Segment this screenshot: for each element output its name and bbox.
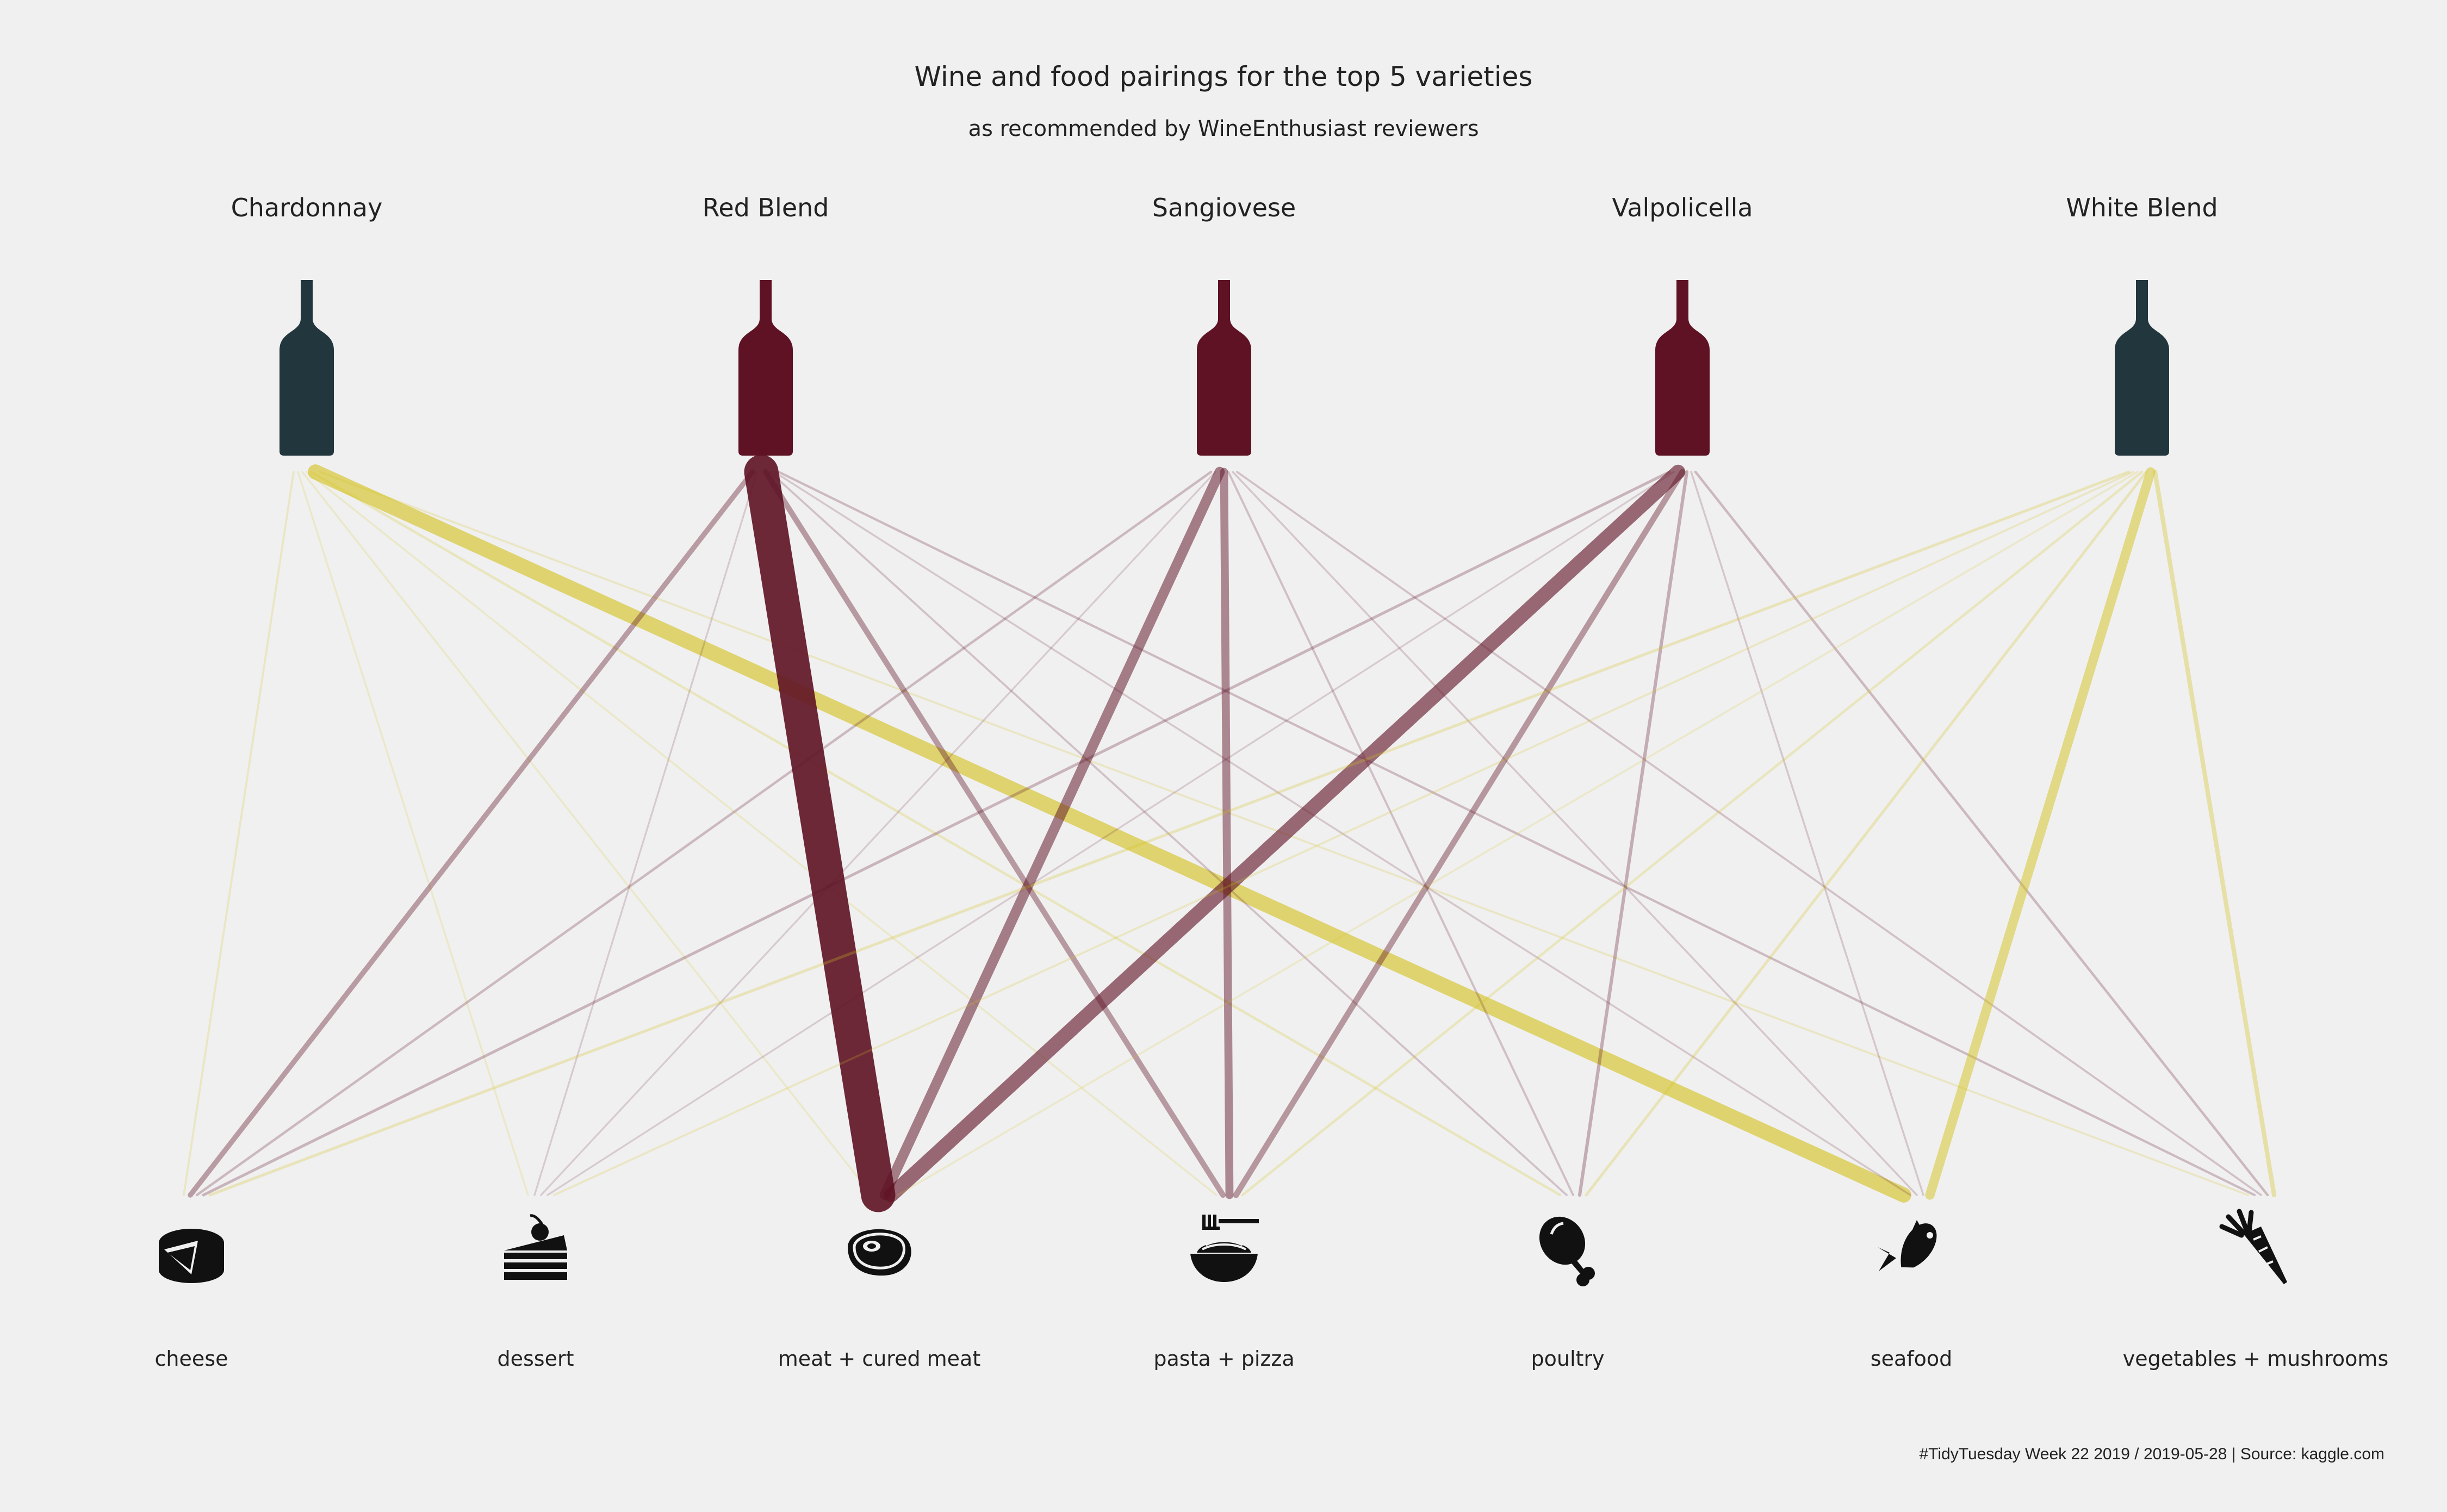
food-label-pasta-pizza: pasta + pizza xyxy=(1153,1347,1294,1371)
link-chardonnay-to-cheese xyxy=(183,471,295,1196)
link-sangiovese-to-dessert xyxy=(540,471,1216,1196)
link-chardonnay-to-poultry xyxy=(309,470,1562,1197)
food-labels: cheese dessert meat + cured meat pasta + pi… xyxy=(155,1347,2389,1371)
link-red-blend-to-seafood xyxy=(773,471,1911,1196)
link-red-blend-to-poultry xyxy=(769,471,1568,1196)
link-chardonnay-to-meat-cured-meat xyxy=(301,471,873,1196)
link-red-blend-to-dessert xyxy=(533,471,758,1196)
wine-label-white-blend: White Blend xyxy=(2066,193,2218,222)
wine-bottle-icon xyxy=(738,280,793,456)
link-valpolicella-to-dessert xyxy=(546,471,1675,1196)
cheese-icon xyxy=(159,1229,224,1283)
link-sangiovese-to-seafood xyxy=(1232,471,1918,1196)
wine-label-valpolicella: Valpolicella xyxy=(1612,193,1753,222)
link-sangiovese-to-pasta-pizza xyxy=(1220,468,1234,1199)
wine-label-chardonnay: Chardonnay xyxy=(231,193,383,222)
wine-label-red-blend: Red Blend xyxy=(702,193,829,222)
cake-icon xyxy=(504,1214,567,1280)
link-red-blend-to-meat-cured-meat xyxy=(744,455,896,1212)
drumstick-icon xyxy=(1539,1216,1595,1286)
food-label-dessert: dessert xyxy=(498,1347,574,1371)
link-sangiovese-to-poultry xyxy=(1227,471,1574,1196)
link-valpolicella-to-cheese xyxy=(202,470,1671,1197)
wine-labels: Chardonnay Red Blend Sangiovese Valpolicell… xyxy=(231,193,2218,222)
chart-subtitle: as recommended by WineEnthusiast reviewe… xyxy=(968,116,1479,141)
fish-icon xyxy=(1878,1220,1937,1271)
food-label-vegetables-mushrooms: vegetables + mushrooms xyxy=(2123,1347,2389,1371)
link-valpolicella-to-pasta-pizza xyxy=(1233,469,1686,1198)
food-label-cheese: cheese xyxy=(155,1347,228,1371)
link-chardonnay-to-pasta-pizza xyxy=(306,471,1218,1196)
food-label-poultry: poultry xyxy=(1531,1347,1604,1371)
food-icons xyxy=(159,1209,2287,1286)
link-white-blend-to-pasta-pizza xyxy=(1241,470,2144,1197)
link-valpolicella-to-vegetables-mushrooms xyxy=(1694,470,2269,1197)
steak-icon xyxy=(848,1229,911,1276)
link-valpolicella-to-poultry xyxy=(1577,470,1689,1197)
wine-label-sangiovese: Sangiovese xyxy=(1152,193,1296,222)
carrot-icon xyxy=(2219,1209,2287,1284)
link-red-blend-to-vegetables-mushrooms xyxy=(777,470,2256,1197)
link-white-blend-to-poultry xyxy=(1585,470,2148,1197)
wine-bottle-icon xyxy=(1655,280,1710,456)
chart-caption: #TidyTuesday Week 22 2019 / 2019-05-28 |… xyxy=(1919,1445,2384,1463)
pasta-bowl-icon xyxy=(1190,1215,1259,1282)
link-white-blend-to-vegetables-mushrooms xyxy=(2152,469,2277,1198)
link-sangiovese-to-vegetables-mushrooms xyxy=(1236,471,2262,1196)
wine-bottles xyxy=(280,280,2169,456)
link-chardonnay-to-dessert xyxy=(297,471,529,1196)
link-white-blend-to-cheese xyxy=(208,470,2131,1197)
pairing-links xyxy=(183,455,2277,1212)
link-sangiovese-to-meat-cured-meat xyxy=(879,466,1225,1200)
link-white-blend-to-seafood xyxy=(1925,467,2156,1200)
wine-bottle-icon xyxy=(2115,280,2169,456)
wine-bottle-icon xyxy=(280,280,334,456)
link-chardonnay-to-seafood xyxy=(308,464,1911,1203)
link-white-blend-to-dessert xyxy=(553,471,2134,1196)
link-red-blend-to-cheese xyxy=(188,469,755,1198)
link-white-blend-to-meat-cured-meat xyxy=(897,471,2139,1196)
link-valpolicella-to-seafood xyxy=(1690,471,1924,1196)
link-sangiovese-to-cheese xyxy=(195,470,1213,1197)
wine-bottle-icon xyxy=(1197,280,1251,456)
food-label-meat-cured-meat: meat + cured meat xyxy=(778,1347,981,1371)
link-valpolicella-to-meat-cured-meat xyxy=(884,464,1686,1203)
link-red-blend-to-pasta-pizza xyxy=(762,469,1226,1198)
chart-title: Wine and food pairings for the top 5 var… xyxy=(915,61,1533,92)
food-label-seafood: seafood xyxy=(1871,1347,1952,1371)
